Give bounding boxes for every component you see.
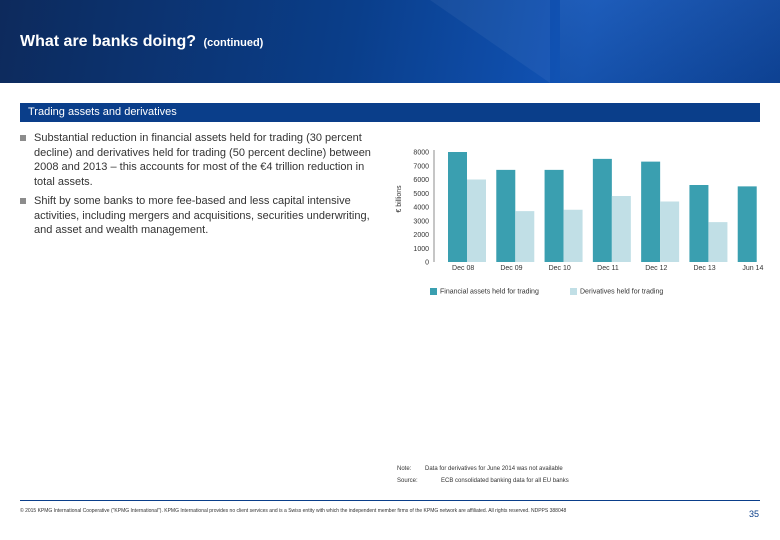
note-text: Data for derivatives for June 2014 was n…	[425, 466, 563, 472]
y-tick-label: 7000	[413, 163, 429, 170]
bullet-text: Shift by some banks to more fee-based an…	[34, 195, 370, 236]
y-tick-label: 0	[425, 260, 429, 267]
bullet-square-icon	[20, 135, 26, 141]
bullet-square-icon	[20, 198, 26, 204]
legend-item-derivatives: Derivatives held for trading	[570, 288, 663, 295]
legend-swatch	[570, 288, 577, 295]
bullet-item: Shift by some banks to more fee-based an…	[20, 194, 382, 238]
bar-derivatives	[515, 211, 535, 262]
chart-source: Source: ECB consolidated banking data for…	[397, 478, 569, 484]
page-number: 35	[749, 509, 760, 519]
footer-divider	[20, 500, 760, 501]
legend-item-financial: Financial assets held for trading	[430, 288, 539, 295]
bar-derivatives	[708, 222, 728, 262]
bullet-list: Substantial reduction in financial asset…	[20, 131, 382, 243]
bar-derivatives	[563, 209, 583, 262]
page-title-sub: (continued)	[203, 37, 264, 49]
x-tick-label: Dec 08	[452, 265, 474, 272]
header-facet	[430, 0, 550, 83]
x-tick-label: Jun 14	[742, 265, 763, 272]
y-tick-label: 6000	[413, 177, 429, 184]
legend-swatch	[430, 288, 437, 295]
bar-financial	[641, 161, 661, 262]
trading-assets-chart: 0 1000 2000 3000 4000 5000 6000 7000 8000 € billi…	[388, 140, 778, 310]
chart-svg: 0 1000 2000 3000 4000 5000 6000 7000 8000 € billi…	[396, 150, 763, 273]
y-tick-label: 4000	[413, 205, 429, 212]
header-facet	[560, 0, 780, 83]
bar-derivatives	[611, 196, 631, 262]
chart-note: Note: Data for derivatives for June 2014 …	[397, 466, 563, 472]
note-label: Note:	[397, 466, 412, 472]
y-tick-label: 2000	[413, 232, 429, 239]
source-label: Source:	[397, 478, 418, 484]
bullet-text: Substantial reduction in financial asset…	[34, 132, 371, 188]
bar-derivatives	[660, 201, 680, 262]
page-title: What are banks doing? (continued)	[20, 33, 263, 51]
y-tick-label: 1000	[413, 246, 429, 253]
y-axis-label: € billions	[396, 185, 403, 213]
y-tick-label: 8000	[413, 150, 429, 157]
section-title: Trading assets and derivatives	[20, 103, 760, 122]
header-banner: What are banks doing? (continued)	[0, 0, 780, 83]
bar-financial	[448, 152, 467, 262]
source-text: ECB consolidated banking data for all EU…	[441, 478, 569, 484]
bar-financial	[689, 185, 709, 262]
y-tick-label: 5000	[413, 191, 429, 198]
x-tick-label: Dec 11	[597, 265, 619, 272]
legend-label: Financial assets held for trading	[440, 288, 539, 296]
y-tick-label: 3000	[413, 218, 429, 225]
x-tick-label: Dec 12	[645, 265, 667, 272]
bar-financial	[737, 186, 757, 262]
legend-label: Derivatives held for trading	[580, 288, 664, 296]
page-title-main: What are banks doing?	[20, 33, 197, 50]
bullet-item: Substantial reduction in financial asset…	[20, 131, 382, 189]
x-tick-label: Dec 13	[693, 265, 715, 272]
bar-financial	[592, 158, 612, 262]
bar-financial	[496, 169, 516, 262]
bar-financial	[544, 169, 564, 262]
x-tick-label: Dec 09	[500, 265, 522, 272]
footer-copyright: © 2015 KPMG International Cooperative ("…	[20, 508, 567, 514]
x-tick-label: Dec 10	[549, 265, 571, 272]
bar-derivatives	[467, 179, 486, 262]
